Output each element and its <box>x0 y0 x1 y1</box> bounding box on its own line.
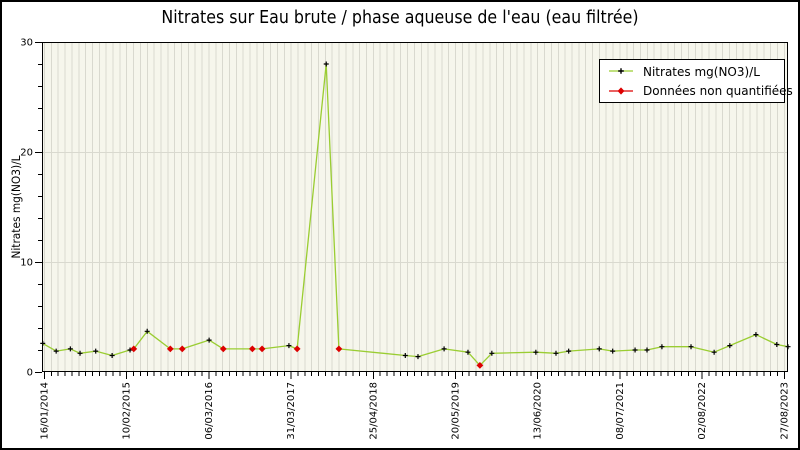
legend-item-non-quantified: Données non quantifiées <box>608 82 793 101</box>
data-point-quantified <box>465 349 471 355</box>
data-point-quantified <box>415 354 421 360</box>
data-point-quantified <box>286 343 292 349</box>
data-point-quantified <box>441 346 447 352</box>
data-point-quantified <box>553 350 559 356</box>
legend-label-nitrates: Nitrates mg(NO3)/L <box>643 63 760 79</box>
data-point-quantified <box>533 349 539 355</box>
x-tick-label: 20/05/2019 <box>451 382 462 440</box>
data-point-quantified <box>774 342 780 347</box>
data-point-quantified <box>596 346 602 352</box>
data-point-quantified <box>711 349 717 355</box>
data-point-quantified <box>489 350 495 356</box>
data-point-quantified <box>206 337 212 343</box>
x-tick-label: 31/03/2017 <box>286 382 297 440</box>
legend-item-nitrates: Nitrates mg(NO3)/L <box>608 62 776 81</box>
x-tick-label: 27/08/2023 <box>779 382 790 440</box>
non-quantified-legend-marker <box>609 87 633 95</box>
data-point-non-quantified <box>219 345 227 353</box>
x-tick-label: 25/04/2018 <box>368 382 379 440</box>
data-point-non-quantified <box>166 345 174 353</box>
x-tick-label: 08/07/2021 <box>615 382 626 440</box>
x-tick-label: 02/08/2022 <box>697 382 708 440</box>
data-point-non-quantified <box>335 345 343 353</box>
data-point-non-quantified <box>130 345 138 353</box>
y-tick-label: 10 <box>20 258 33 269</box>
data-point-quantified <box>610 348 616 354</box>
data-point-quantified <box>53 348 59 354</box>
plot-frame <box>42 42 788 372</box>
data-point-quantified <box>144 328 150 334</box>
data-point-non-quantified <box>178 345 186 353</box>
x-tick-label: 13/06/2020 <box>533 382 544 440</box>
legend: Nitrates mg(NO3)/L Données non quantifié… <box>599 59 793 103</box>
nitrates-legend-marker <box>609 68 633 75</box>
x-tick-label: 10/02/2015 <box>122 382 133 440</box>
y-tick-label: 20 <box>20 148 33 159</box>
chart-title: Nitrates sur Eau brute / phase aqueuse d… <box>161 7 639 28</box>
data-point-quantified <box>40 340 46 346</box>
data-point-quantified <box>323 61 329 67</box>
data-point-quantified <box>566 348 572 354</box>
x-tick-label: 06/03/2016 <box>204 382 215 440</box>
data-point-non-quantified <box>293 345 301 353</box>
legend-label-non-quantified: Données non quantifiées <box>643 83 793 99</box>
data-point-non-quantified <box>258 345 266 353</box>
data-point-quantified <box>632 347 638 353</box>
data-point-quantified <box>402 353 408 358</box>
data-point-quantified <box>727 343 733 349</box>
data-point-quantified <box>644 347 650 353</box>
data-point-quantified <box>659 344 665 350</box>
data-point-non-quantified <box>248 345 256 353</box>
data-point-quantified <box>785 344 791 350</box>
data-point-quantified <box>77 350 83 356</box>
y-tick-label: 30 <box>20 38 33 49</box>
data-point-quantified <box>753 332 759 338</box>
data-point-quantified <box>688 344 694 350</box>
data-point-quantified <box>109 353 115 358</box>
y-tick-label: 0 <box>27 368 33 379</box>
data-point-non-quantified <box>476 362 484 369</box>
data-point-quantified <box>93 348 99 354</box>
x-tick-label: 16/01/2014 <box>40 382 51 440</box>
data-point-quantified <box>67 346 73 352</box>
